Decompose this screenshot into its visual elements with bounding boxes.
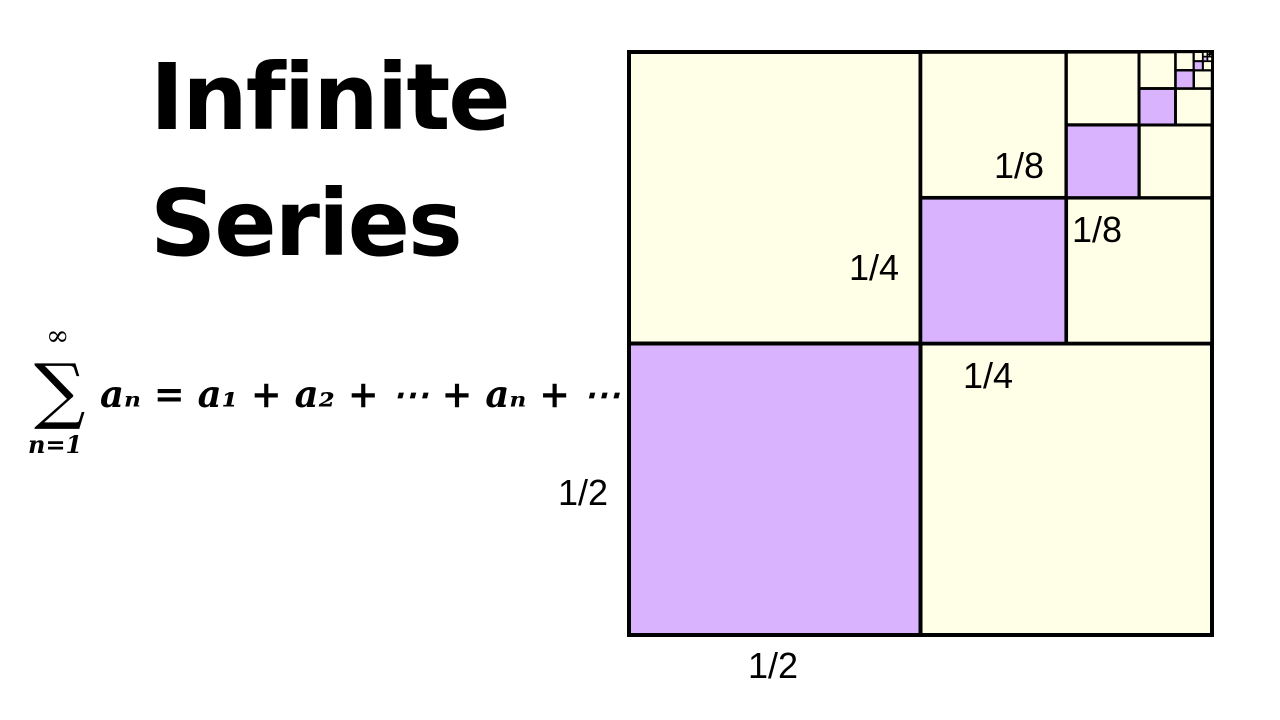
sum-lower-limit: n=1 (28, 430, 83, 459)
empty-square-level-5 (1192, 69, 1214, 90)
filled-square-level-2 (918, 195, 1069, 346)
empty-square-level-1 (918, 341, 1214, 637)
empty-square-level-4 (1174, 87, 1214, 127)
label-half-vertical: 1/2 (558, 472, 608, 513)
label-eighth-vertical: 1/8 (994, 145, 1044, 186)
empty-square-level-3 (1064, 50, 1141, 127)
series-formula: ∞ ∑ n=1 aₙ = a₁ + a₂ + ⋯ + aₙ + ⋯ (28, 322, 628, 472)
filled-square-level-1 (627, 341, 923, 637)
label-quarter-horizontal: 1/4 (963, 355, 1013, 396)
label-eighth-horizontal: 1/8 (1072, 209, 1122, 250)
filled-square-level-6 (1192, 60, 1204, 72)
filled-square-level-3 (1064, 123, 1141, 200)
sum-upper-limit: ∞ (46, 319, 70, 352)
empty-square-level-6 (1201, 60, 1213, 72)
title-line-1: Infinite (150, 44, 511, 151)
empty-square-level-5 (1174, 50, 1195, 72)
empty-square-level-3 (1137, 123, 1214, 200)
title-line-2: Series (150, 170, 463, 277)
empty-square-level-8 (1208, 53, 1213, 58)
empty-square-level-1 (627, 50, 923, 346)
label-half-horizontal: 1/2 (748, 645, 798, 686)
filled-square-level-4 (1137, 87, 1177, 127)
empty-square-level-6 (1192, 51, 1204, 63)
label-quarter-vertical: 1/4 (849, 247, 899, 288)
empty-square-level-4 (1137, 50, 1177, 90)
filled-square-level-5 (1174, 69, 1195, 90)
sigma-symbol: ∑ (34, 348, 86, 432)
series-expression: aₙ = a₁ + a₂ + ⋯ + aₙ + ⋯ (100, 372, 621, 416)
empty-square-level-8 (1206, 51, 1211, 56)
